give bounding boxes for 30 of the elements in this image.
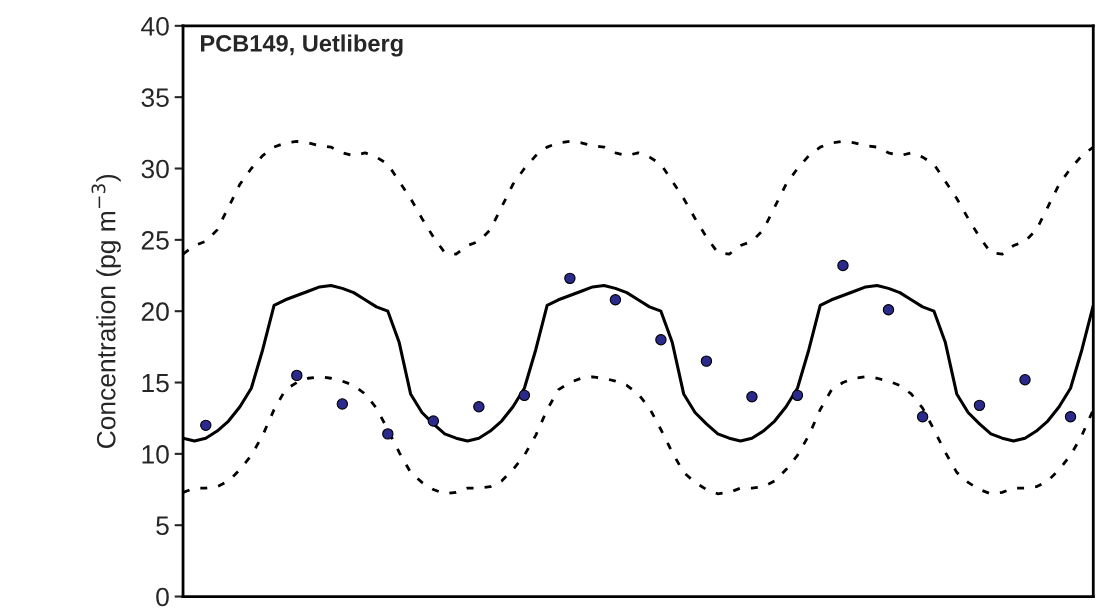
y-tick-label: 35 [141,88,169,107]
y-tick-label: 15 [142,373,169,393]
point [518,389,531,402]
point [200,419,212,432]
y-tick-label: 10 [142,445,169,464]
point [973,399,986,412]
point [916,411,929,423]
point [746,391,758,403]
point [427,415,440,427]
point [609,294,622,306]
point [1064,411,1077,423]
point [473,401,485,413]
y-tick-label: 0 [156,587,169,607]
point [700,355,713,367]
point [1019,373,1031,386]
y-tick-label: 40 [141,16,169,36]
y-tick-label: 30 [141,159,169,179]
point [291,369,303,382]
point [882,304,895,316]
point [564,272,576,285]
point [837,259,849,272]
point [382,428,394,440]
point [655,334,667,346]
chart-title: PCB149, Uetliberg [201,34,403,57]
y-axis-title: Concentration (pg m$^{−3}$) [91,174,121,448]
y-tick-label: 20 [141,302,169,322]
point [336,398,349,410]
y-tick-label: 25 [141,230,169,250]
y-tick-label: 5 [156,516,169,536]
point [791,389,804,402]
